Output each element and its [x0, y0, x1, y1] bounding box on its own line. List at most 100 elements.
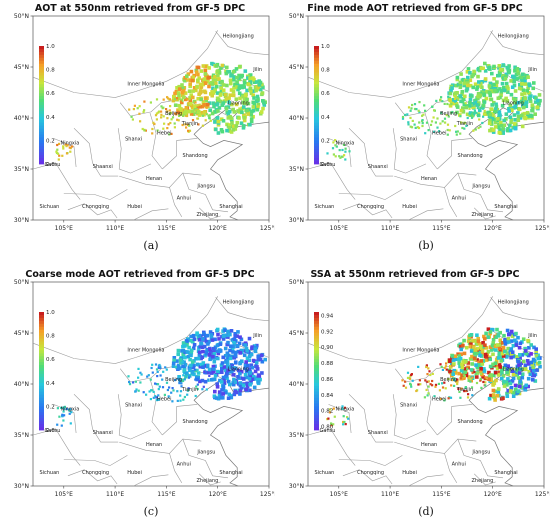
retrieval-pixel [228, 382, 232, 387]
lon-tick-label: 120°E [484, 225, 502, 232]
retrieval-pixel [242, 80, 247, 85]
retrieval-pixel [508, 381, 513, 386]
retrieval-pixel [207, 339, 211, 344]
retrieval-pixel [248, 86, 253, 91]
retrieval-pixel [453, 97, 457, 100]
retrieval-pixel [466, 339, 471, 343]
retrieval-pixel [183, 395, 186, 399]
retrieval-pixel [423, 104, 426, 107]
retrieval-pixel [501, 76, 506, 80]
retrieval-pixel [228, 348, 232, 353]
retrieval-pixel [208, 357, 212, 362]
colorbar-step [314, 368, 319, 372]
retrieval-pixel [475, 381, 479, 385]
colorbar-step [39, 409, 44, 413]
retrieval-pixel [470, 116, 474, 119]
retrieval-pixel [179, 390, 183, 393]
retrieval-pixel [204, 119, 207, 122]
retrieval-pixel [208, 108, 212, 112]
retrieval-pixel [181, 89, 186, 93]
colorbar-step [314, 105, 319, 109]
retrieval-pixel [182, 374, 185, 377]
retrieval-pixel [502, 379, 506, 384]
retrieval-pixel [526, 384, 530, 389]
retrieval-pixel [261, 99, 265, 103]
lon-tick-label: 110°E [106, 491, 124, 498]
retrieval-pixel [508, 123, 512, 128]
retrieval-pixel [166, 96, 169, 99]
colorbar-step [39, 388, 44, 393]
retrieval-pixel [183, 355, 187, 360]
retrieval-pixel [237, 341, 242, 346]
retrieval-pixel [226, 353, 231, 358]
colorbar-step [39, 146, 44, 150]
retrieval-pixel [156, 129, 159, 132]
colorbar-step [39, 373, 44, 378]
province-label: Beijing [165, 377, 182, 383]
retrieval-pixel [173, 122, 176, 125]
retrieval-pixel [529, 343, 533, 347]
retrieval-pixel [518, 384, 522, 389]
colorbar-step [314, 119, 319, 124]
retrieval-pixel [461, 110, 466, 114]
retrieval-pixel [132, 108, 135, 111]
retrieval-pixel [180, 385, 183, 388]
retrieval-pixel [234, 67, 239, 71]
retrieval-pixel [249, 117, 254, 121]
retrieval-pixel [505, 370, 509, 375]
retrieval-pixel [459, 99, 463, 104]
retrieval-pixel [531, 378, 535, 382]
retrieval-pixel [227, 129, 232, 133]
retrieval-pixel [231, 373, 236, 377]
retrieval-pixel [494, 83, 499, 87]
colorbar-step [39, 412, 44, 416]
retrieval-pixel [458, 344, 463, 349]
retrieval-pixel [187, 387, 190, 390]
retrieval-pixel [203, 338, 207, 342]
retrieval-pixel [460, 387, 463, 390]
retrieval-pixel [146, 375, 149, 378]
retrieval-pixel [332, 153, 335, 156]
province-border [117, 394, 152, 440]
retrieval-pixel [251, 93, 255, 97]
colorbar-step [39, 317, 44, 322]
retrieval-pixel [475, 333, 479, 337]
retrieval-pixel [524, 100, 529, 105]
colorbar-step [314, 72, 319, 76]
retrieval-pixel [457, 387, 460, 390]
retrieval-pixel [196, 96, 200, 101]
retrieval-pixel [61, 154, 64, 157]
retrieval-pixel [520, 353, 525, 357]
retrieval-pixel [477, 66, 481, 71]
retrieval-pixel [499, 89, 504, 93]
retrieval-pixel [194, 394, 197, 398]
retrieval-pixel [489, 377, 493, 381]
retrieval-pixel [199, 89, 203, 94]
retrieval-pixel [247, 107, 251, 112]
retrieval-pixel [69, 150, 72, 153]
retrieval-pixel [189, 93, 193, 97]
colorbar-step [39, 376, 44, 381]
retrieval-pixel [534, 349, 538, 354]
retrieval-pixel [221, 392, 225, 396]
retrieval-pixel [185, 74, 189, 78]
retrieval-pixel [259, 87, 263, 92]
retrieval-pixel [513, 69, 517, 73]
retrieval-pixel [233, 83, 237, 87]
retrieval-pixel [475, 341, 480, 346]
retrieval-pixel [430, 120, 434, 123]
retrieval-pixel [523, 363, 528, 368]
retrieval-pixel [484, 346, 489, 350]
province-label: Anhui [177, 462, 191, 468]
retrieval-pixel [232, 356, 237, 360]
retrieval-pixel [479, 106, 482, 109]
retrieval-pixel [532, 373, 536, 378]
retrieval-pixel [196, 72, 200, 77]
retrieval-pixel [62, 147, 65, 150]
province-border [73, 127, 119, 177]
colorbar-step [314, 400, 319, 404]
retrieval-pixel [457, 361, 461, 365]
retrieval-pixel [482, 92, 486, 96]
retrieval-pixel [467, 103, 472, 108]
province-label: Liaoning [228, 101, 249, 107]
